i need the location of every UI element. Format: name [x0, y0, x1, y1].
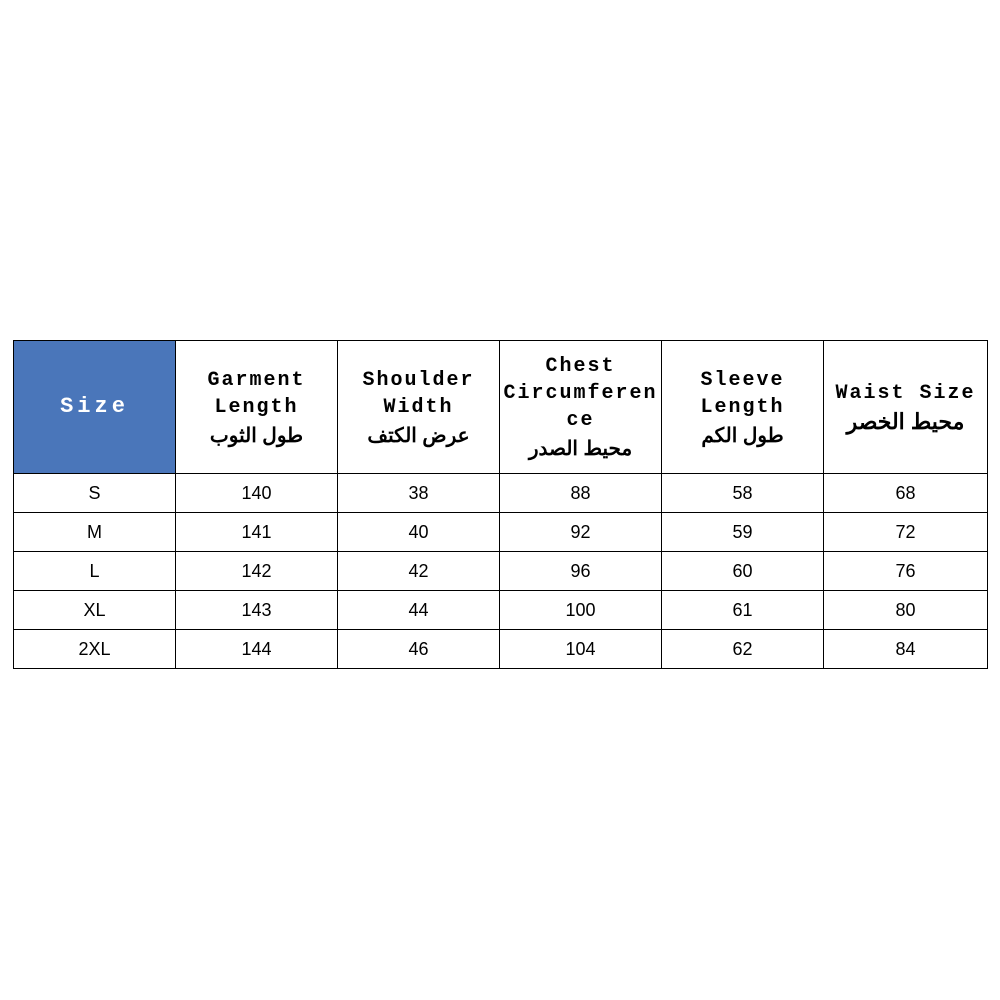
- table-body: S 140 38 88 58 68 M 141 40 92 59 72 L 14…: [14, 474, 988, 669]
- table-row: S 140 38 88 58 68: [14, 474, 988, 513]
- size-chart-table: Size Garment Length طول الثوب Shoulder W…: [13, 340, 988, 669]
- col-header-waist-size: Waist Size محيط الخصر: [824, 341, 988, 474]
- col4-en-line1: Sleeve: [663, 367, 822, 394]
- table-header-row: Size Garment Length طول الثوب Shoulder W…: [14, 341, 988, 474]
- cell-value: 141: [176, 513, 338, 552]
- col-header-sleeve-length: Sleeve Length طول الكم: [662, 341, 824, 474]
- col2-en-line1: Shoulder: [339, 367, 498, 394]
- col1-en-line1: Garment: [177, 367, 336, 394]
- cell-value: 144: [176, 630, 338, 669]
- col5-en: Waist Size: [825, 380, 986, 407]
- cell-value: 76: [824, 552, 988, 591]
- cell-value: 142: [176, 552, 338, 591]
- col4-en-line2: Length: [663, 394, 822, 421]
- col-header-size-en: Size: [15, 392, 174, 422]
- col2-en-line2: Width: [339, 394, 498, 421]
- cell-value: 40: [338, 513, 500, 552]
- cell-value: 42: [338, 552, 500, 591]
- cell-value: 72: [824, 513, 988, 552]
- col1-ar: طول الثوب: [177, 423, 336, 448]
- col-header-garment-length: Garment Length طول الثوب: [176, 341, 338, 474]
- cell-value: 46: [338, 630, 500, 669]
- col3-ar: محيط الصدر: [501, 436, 660, 461]
- cell-value: 143: [176, 591, 338, 630]
- cell-value: 62: [662, 630, 824, 669]
- cell-value: 44: [338, 591, 500, 630]
- col-header-shoulder-width: Shoulder Width عرض الكتف: [338, 341, 500, 474]
- size-chart-container: Size Garment Length طول الثوب Shoulder W…: [13, 340, 987, 669]
- cell-value: 140: [176, 474, 338, 513]
- cell-value: 104: [500, 630, 662, 669]
- cell-size: M: [14, 513, 176, 552]
- cell-value: 68: [824, 474, 988, 513]
- cell-value: 58: [662, 474, 824, 513]
- cell-value: 59: [662, 513, 824, 552]
- col1-en-line2: Length: [177, 394, 336, 421]
- cell-value: 92: [500, 513, 662, 552]
- cell-value: 38: [338, 474, 500, 513]
- col3-en-line1: Chest: [501, 353, 660, 380]
- col-header-size: Size: [14, 341, 176, 474]
- col-header-chest-circumference: Chest Circumferen ce محيط الصدر: [500, 341, 662, 474]
- cell-size: 2XL: [14, 630, 176, 669]
- cell-value: 61: [662, 591, 824, 630]
- cell-value: 96: [500, 552, 662, 591]
- col2-ar: عرض الكتف: [339, 423, 498, 448]
- cell-value: 88: [500, 474, 662, 513]
- table-row: 2XL 144 46 104 62 84: [14, 630, 988, 669]
- table-row: M 141 40 92 59 72: [14, 513, 988, 552]
- cell-size: S: [14, 474, 176, 513]
- col3-en-line3: ce: [501, 407, 660, 434]
- cell-value: 100: [500, 591, 662, 630]
- col4-ar: طول الكم: [663, 423, 822, 448]
- table-row: XL 143 44 100 61 80: [14, 591, 988, 630]
- cell-value: 60: [662, 552, 824, 591]
- cell-value: 80: [824, 591, 988, 630]
- col5-ar: محيط الخصر: [825, 409, 986, 435]
- cell-value: 84: [824, 630, 988, 669]
- table-row: L 142 42 96 60 76: [14, 552, 988, 591]
- cell-size: XL: [14, 591, 176, 630]
- cell-size: L: [14, 552, 176, 591]
- col3-en-line2: Circumferen: [501, 380, 660, 407]
